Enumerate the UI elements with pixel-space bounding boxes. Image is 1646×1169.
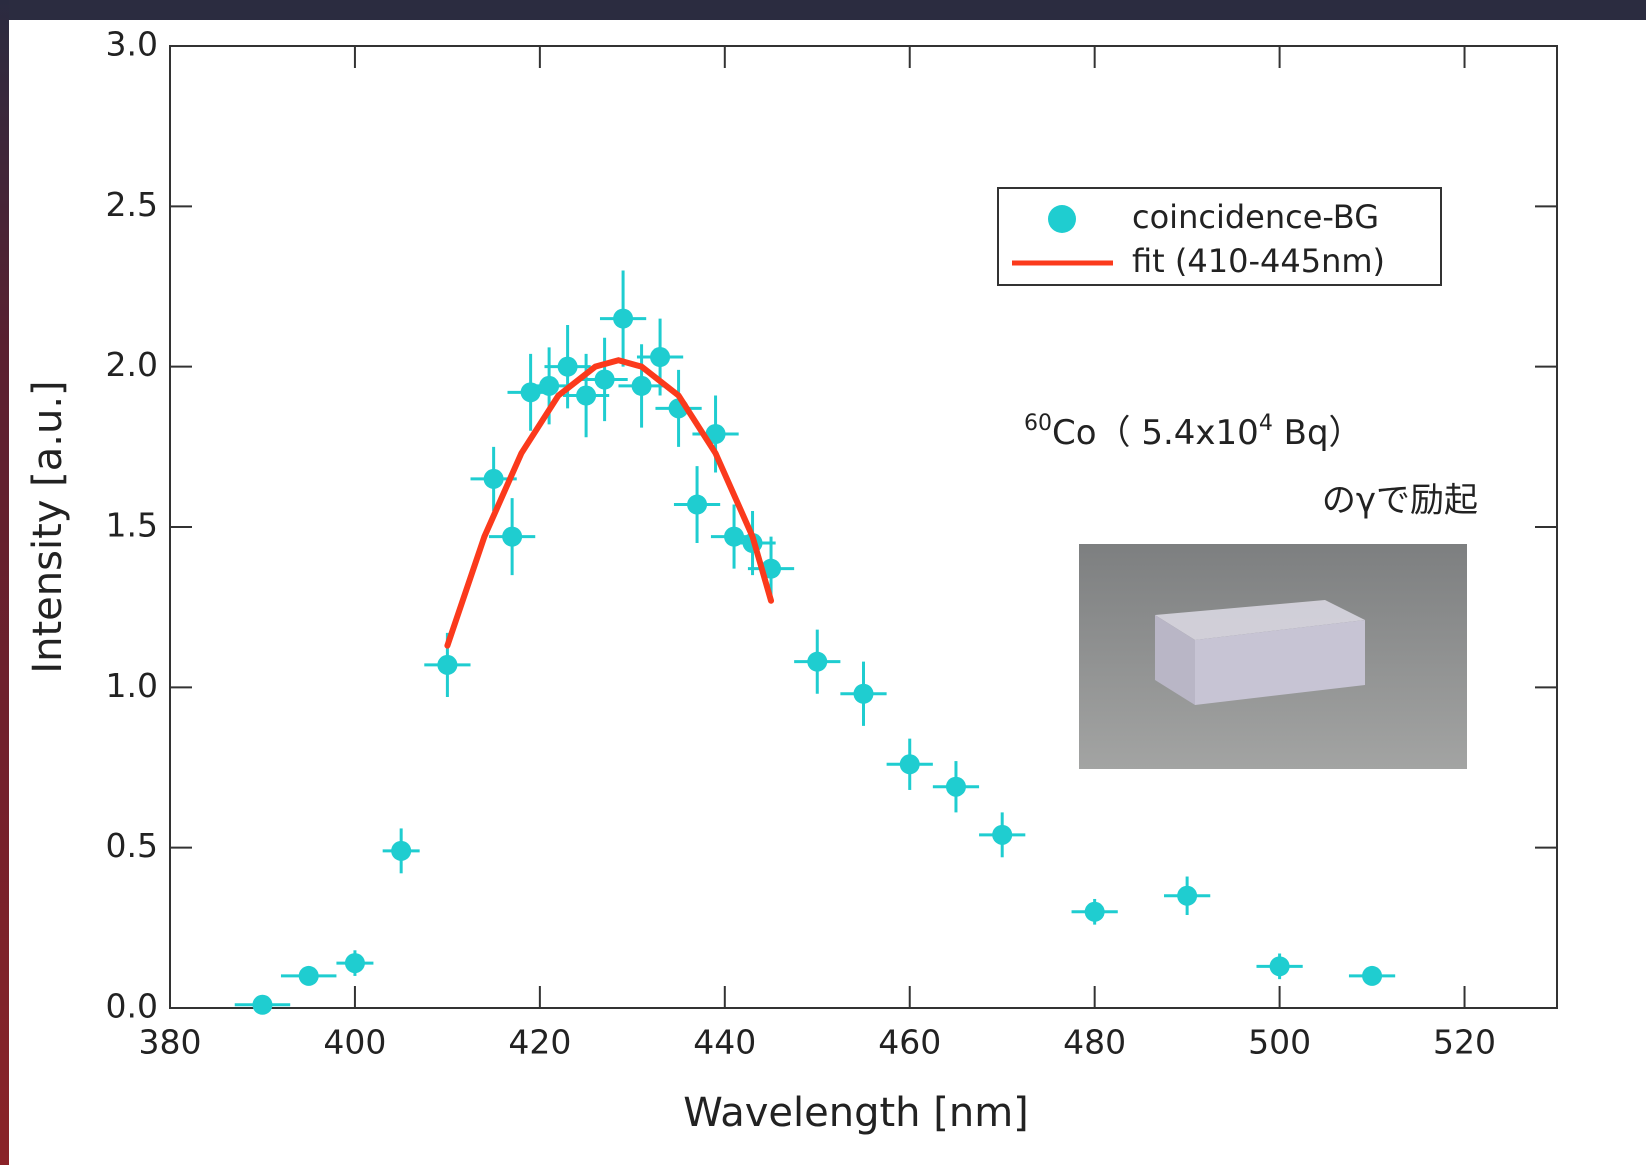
data-point — [539, 375, 560, 396]
data-point — [483, 468, 504, 489]
x-tick-label: 440 — [693, 1023, 756, 1062]
side-band — [0, 0, 9, 1165]
annotation-sup: 60 — [1024, 411, 1052, 436]
data-point — [631, 375, 652, 396]
data-point — [807, 651, 828, 672]
y-tick-label: 3.0 — [106, 25, 158, 64]
data-point — [705, 424, 726, 445]
fit-line — [444, 357, 775, 649]
legend: coincidence-BG fit (410-445nm) — [997, 187, 1442, 286]
x-axis-title: Wavelength [nm] — [683, 1090, 1029, 1136]
top-band — [0, 0, 1646, 20]
x-tick-label: 460 — [878, 1023, 941, 1062]
data-point — [594, 369, 615, 390]
data-point — [1269, 956, 1290, 977]
data-point — [853, 683, 874, 704]
data-point — [344, 953, 365, 974]
data-point — [650, 347, 671, 368]
y-tick-label: 1.5 — [106, 506, 158, 545]
data-point — [437, 654, 458, 675]
legend-label: coincidence-BG — [1132, 198, 1379, 236]
data-point — [613, 308, 634, 329]
annotation-text: Bq） — [1273, 413, 1363, 453]
y-axis-title: Intensity [a.u.] — [25, 380, 71, 673]
legend-label: fit (410-445nm) — [1132, 242, 1385, 280]
data-point — [1362, 965, 1383, 986]
legend-box — [997, 187, 1442, 286]
data-point — [298, 965, 319, 986]
x-tick-label: 520 — [1433, 1023, 1496, 1062]
y-tick-label: 2.0 — [106, 345, 158, 384]
y-tick-label: 2.5 — [106, 185, 158, 224]
y-tick-label: 0.0 — [106, 987, 158, 1026]
data-point — [502, 526, 523, 547]
data-point — [687, 494, 708, 515]
y-tick-label: 0.5 — [106, 826, 158, 865]
data-point — [391, 840, 412, 861]
data-point — [576, 385, 597, 406]
x-tick-label: 480 — [1063, 1023, 1126, 1062]
data-point — [557, 356, 578, 377]
data-point — [899, 754, 920, 775]
data-point — [1177, 885, 1198, 906]
crystal-top — [1155, 600, 1365, 640]
x-tick-label: 420 — [508, 1023, 571, 1062]
x-tick-label: 380 — [139, 1023, 202, 1062]
annotation-line2: のγで励起 — [1322, 481, 1478, 521]
crystal-side — [1155, 615, 1195, 705]
data-point — [252, 994, 273, 1015]
data-point — [945, 776, 966, 797]
annotation-sup: 4 — [1259, 411, 1273, 436]
photo — [1079, 544, 1467, 769]
annotation-line1: 60Co（ 5.4x104 Bq） — [1024, 411, 1363, 453]
data-point — [992, 824, 1013, 845]
annotation-text: Co（ 5.4x10 — [1052, 413, 1259, 453]
legend-marker — [1048, 205, 1076, 233]
x-tick-label: 500 — [1248, 1023, 1311, 1062]
x-tick-label: 400 — [323, 1023, 386, 1062]
y-tick-label: 1.0 — [106, 666, 158, 705]
data-point — [1084, 901, 1105, 922]
crystal-front — [1195, 620, 1365, 705]
